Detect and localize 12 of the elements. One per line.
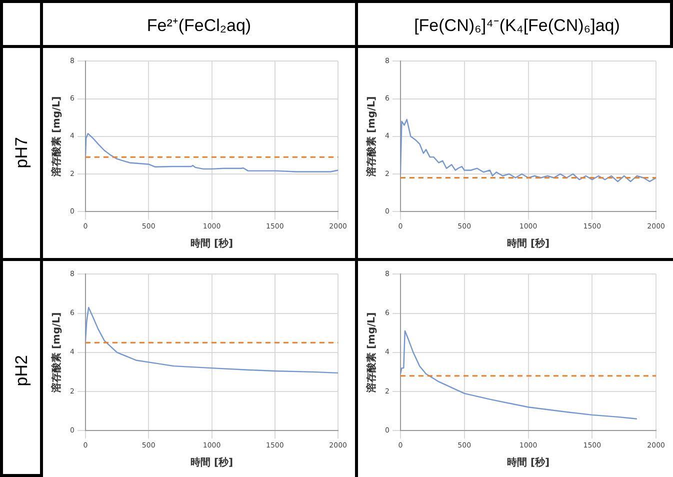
text: pH7 xyxy=(12,137,32,169)
y-axis-title: 溶存酸素 [mg/L] xyxy=(366,312,378,394)
x-axis-title: 時間 [秒] xyxy=(506,238,550,250)
chart-title: [Fe(CN)₆]⁴⁻(K₄[Fe(CN)₆]aq) xyxy=(358,3,673,48)
y-axis-title: 溶存酸素 [mg/L] xyxy=(366,96,378,178)
chart-title: Fe²⁺(FeCl₂aq) xyxy=(43,3,358,48)
y-axis-title: 溶存酸素 [mg/L] xyxy=(50,312,63,394)
x-axis-title: 時間 [秒] xyxy=(506,456,550,469)
text: pH2 xyxy=(12,354,32,386)
x-axis-title: 時間 [秒] xyxy=(190,456,234,469)
y-axis-title: 溶存酸素 [mg/L] xyxy=(50,96,63,178)
x-axis-title: 時間 [秒] xyxy=(190,238,234,250)
